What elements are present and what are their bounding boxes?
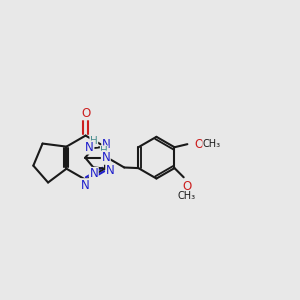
- Text: CH₃: CH₃: [178, 191, 196, 201]
- Text: N: N: [85, 141, 94, 154]
- Text: N: N: [89, 167, 98, 181]
- Text: H: H: [100, 146, 108, 156]
- Text: N: N: [101, 151, 110, 164]
- Text: N: N: [102, 138, 111, 151]
- Text: O: O: [194, 138, 204, 151]
- Text: N: N: [106, 164, 115, 177]
- Text: O: O: [81, 107, 90, 120]
- Text: O: O: [182, 180, 191, 193]
- Text: H: H: [90, 136, 98, 146]
- Text: CH₃: CH₃: [203, 139, 221, 149]
- Text: N: N: [81, 179, 89, 192]
